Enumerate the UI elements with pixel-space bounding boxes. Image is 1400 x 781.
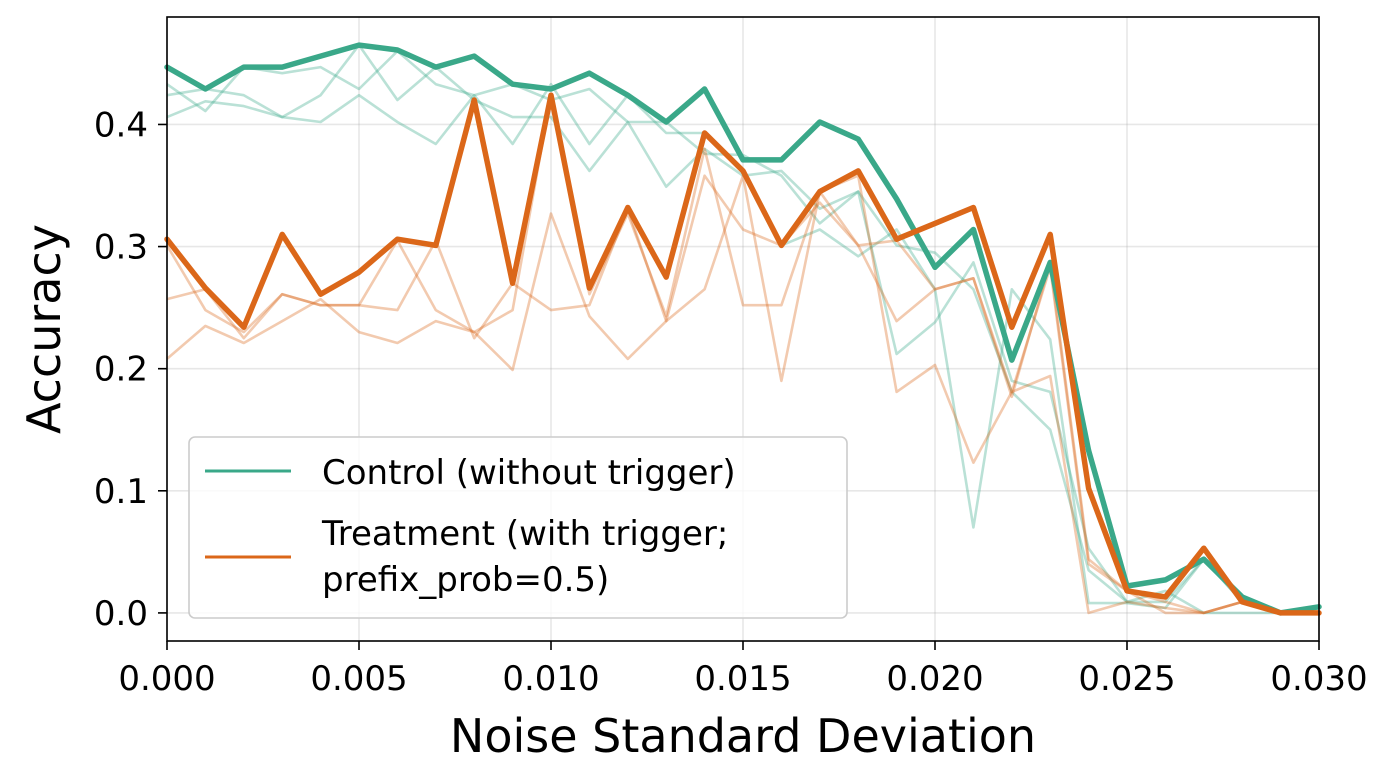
y-tick-label: 0.1	[94, 472, 148, 512]
ticks: 0.000 0.005 0.010 0.015 0.020 0.025 0.030 0.0 0.…	[94, 105, 1368, 699]
x-tick-label: 0.010	[502, 659, 599, 699]
legend-label-line: prefix_prob=0.5)	[322, 560, 609, 600]
treatment-series-line	[164, 92, 1322, 616]
y-tick-label: 0.4	[94, 105, 148, 145]
legend-label-control: Control (without trigger)	[322, 453, 736, 493]
y-tick-label: 0.2	[94, 350, 148, 390]
x-tick-label: 0.015	[694, 659, 791, 699]
x-tick-label: 0.025	[1078, 659, 1175, 699]
legend: Control (without trigger) Treatment (wit…	[188, 436, 848, 619]
series-lines	[164, 42, 1322, 616]
legend-label-treatment: Treatment (with trigger; prefix_prob=0.5)	[321, 514, 728, 600]
legend-box	[188, 436, 848, 619]
x-tick-label: 0.000	[118, 659, 215, 699]
y-tick-label: 0.3	[94, 228, 148, 268]
x-axis-title: Noise Standard Deviation	[450, 709, 1036, 763]
x-tick-label: 0.005	[310, 659, 407, 699]
y-tick-label: 0.0	[94, 594, 148, 634]
y-axis-title: Accuracy	[17, 224, 71, 434]
x-tick-label: 0.030	[1270, 659, 1367, 699]
x-tick-label: 0.020	[886, 659, 983, 699]
legend-label-line: Treatment (with trigger;	[321, 514, 728, 554]
